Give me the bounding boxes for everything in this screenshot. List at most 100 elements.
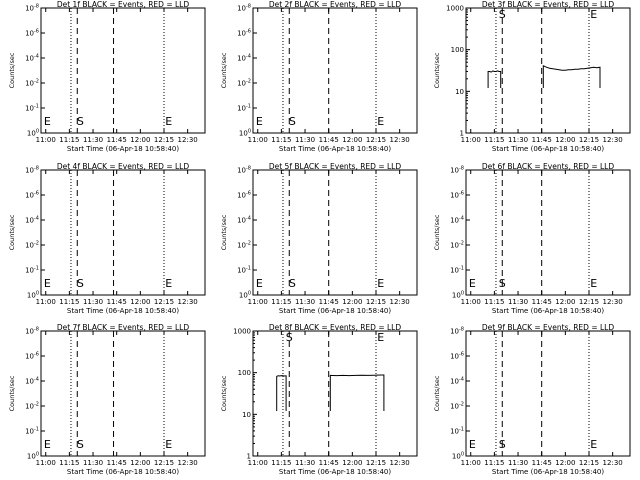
y-tick-label: 10-1 [237,104,251,113]
y-tick-label: 10-1 [25,266,39,275]
marker-s: S [77,115,84,128]
x-tick-label: 11:30 [508,459,528,467]
y-axis-label: Counts/sec [220,214,228,250]
panel-2: Det 2f BLACK = Events, RED = LLD 10-8 10-6… [220,0,418,153]
marker-e: E [165,115,172,128]
y-tick-label: 10-4 [450,377,464,386]
panel-6: Det 6f BLACK = Events, RED = LLD 10-8 10-6… [433,162,631,315]
marker-e: E [165,438,172,451]
x-tick-label: 11:45 [319,298,339,306]
y-tick-label: 10-6 [25,29,39,38]
x-tick-label: 11:45 [319,459,339,467]
marker-e: E [44,115,51,128]
y-tick-label: 10-4 [25,216,39,225]
x-tick-label: 11:30 [295,459,315,467]
x-tick-label: 12:30 [603,459,623,467]
x-axis-label: Start Time (06-Apr-18 10:58:40) [279,145,391,153]
plot-frame [465,169,631,296]
y-tick-label: 10-2 [450,402,464,411]
y-tick-label: 10-4 [450,216,464,225]
marker-s: S [77,438,84,451]
x-tick-label: 12:15 [366,459,386,467]
x-tick-label: 11:15 [271,136,291,144]
plot-frame [40,7,206,134]
y-tick-label: 10-6 [25,191,39,200]
marker-e: E [377,277,384,290]
x-tick-label: 11:30 [295,136,315,144]
x-tick-label: 11:15 [59,136,79,144]
y-tick-label: 10-6 [450,352,464,361]
y-tick-label: 10-1 [25,427,39,436]
y-tick-label: 1000 [446,5,464,13]
x-tick-label: 11:15 [59,459,79,467]
y-tick-label: 10-2 [237,79,251,88]
x-tick-label: 12:30 [178,459,198,467]
y-tick-label: 10-2 [25,79,39,88]
x-tick-label: 12:00 [130,136,150,144]
y-tick-label: 10-6 [237,191,251,200]
x-tick-label: 11:45 [532,136,552,144]
y-tick-label: 10-4 [237,54,251,63]
y-tick-label: 10-2 [450,241,464,250]
y-tick-label: 10-6 [450,191,464,200]
y-tick-label: 10-6 [237,29,251,38]
x-tick-label: 11:15 [484,298,504,306]
x-tick-label: 11:00 [461,298,481,306]
y-tick-label: 100 [238,369,251,377]
x-axis-label: Start Time (06-Apr-18 10:58:40) [492,307,604,315]
marker-e: E [377,115,384,128]
y-tick-label: 10 [242,411,251,419]
marker-s: S [286,331,293,344]
x-tick-label: 12:15 [154,459,174,467]
x-axis-label: Start Time (06-Apr-18 10:58:40) [67,145,179,153]
x-tick-label: 12:00 [342,459,362,467]
panel-title: Det 3f BLACK = Events, RED = LLD [482,0,615,9]
y-tick-label: 10-1 [25,104,39,113]
marker-s: S [289,115,296,128]
marker-e: E [44,277,51,290]
x-tick-label: 11:45 [532,459,552,467]
x-tick-label: 11:30 [508,298,528,306]
y-tick-label: 10-8 [25,327,39,336]
y-axis-label: Counts/sec [8,52,16,88]
x-tick-label: 11:00 [248,136,268,144]
marker-e: E [590,277,597,290]
marker-s: S [77,277,84,290]
plot-frame [40,169,206,296]
y-tick-label: 10-2 [25,402,39,411]
x-tick-label: 11:45 [107,298,127,306]
panel-title: Det 5f BLACK = Events, RED = LLD [269,162,402,171]
x-axis-label: Start Time (06-Apr-18 10:58:40) [67,468,179,476]
x-tick-label: 11:15 [271,298,291,306]
x-axis-label: Start Time (06-Apr-18 10:58:40) [67,307,179,315]
x-tick-label: 11:45 [319,136,339,144]
series-line-1 [487,70,502,88]
x-tick-label: 12:00 [342,136,362,144]
x-tick-label: 12:15 [154,298,174,306]
marker-s: S [499,8,506,21]
plot-frame [252,169,418,296]
x-axis-label: Start Time (06-Apr-18 10:58:40) [279,307,391,315]
y-tick-label: 1000 [233,328,251,336]
x-tick-label: 11:45 [107,136,127,144]
plot-frame [252,330,418,457]
y-tick-label: 1 [247,453,251,461]
x-tick-label: 11:30 [508,136,528,144]
x-tick-label: 12:30 [178,298,198,306]
x-tick-label: 11:00 [248,298,268,306]
y-tick-label: 10-2 [237,241,251,250]
y-tick-label: 10-6 [25,352,39,361]
x-tick-label: 12:30 [603,298,623,306]
y-tick-label: 10-1 [450,266,464,275]
y-axis-label: Counts/sec [8,214,16,250]
y-axis-label: Counts/sec [433,214,441,250]
marker-e: E [469,438,476,451]
y-tick-label: 10-2 [25,241,39,250]
y-tick-label: 100 [239,129,251,138]
x-tick-label: 11:15 [484,136,504,144]
x-tick-label: 11:45 [532,298,552,306]
marker-e: E [165,277,172,290]
x-tick-label: 12:00 [342,298,362,306]
panel-9: Det 9f BLACK = Events, RED = LLD 10-8 10-6… [433,323,631,476]
